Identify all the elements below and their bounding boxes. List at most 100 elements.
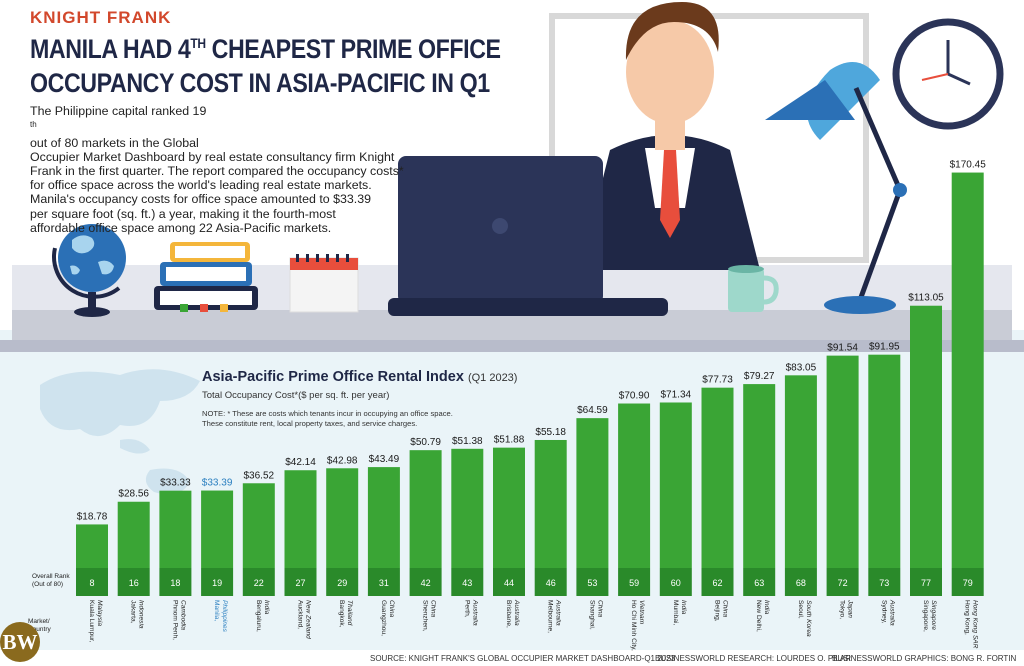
rank-block [534, 568, 567, 596]
intro-line: affordable office space among 22 Asia-Pa… [30, 220, 332, 235]
rank-label: 59 [629, 578, 639, 588]
bar-value-label: $77.73 [702, 375, 733, 386]
category-city-label: Singapore, [922, 600, 929, 632]
bar-value-label: $50.79 [410, 437, 441, 448]
category-country-label: Australia [471, 599, 478, 626]
intro-line: Frank in the first quarter. The report c… [30, 163, 404, 178]
rank-block [159, 568, 192, 596]
intro-line: per square foot (sq. ft.) a year, making… [30, 206, 336, 221]
intro-line: Manila's occupancy costs for office spac… [30, 192, 372, 207]
chart-note: NOTE: * These are costs which tenants in… [202, 409, 453, 428]
category-country-label: Australia [555, 599, 562, 626]
bar-value-label: $83.05 [786, 362, 817, 373]
rank-label: 77 [921, 578, 931, 588]
source-credit: SOURCE: KNIGHT FRANK'S GLOBAL OCCUPIER M… [370, 654, 676, 663]
rank-label: 16 [129, 578, 139, 588]
category-country-label: Australia [513, 599, 520, 626]
headline-text-b: CHEAPEST PRIME OFFICE [205, 34, 501, 64]
rank-label: 22 [254, 578, 264, 588]
bar [76, 524, 108, 568]
intro-line: Occupier Market Dashboard by real estate… [30, 149, 395, 164]
bar-value-label: $51.88 [494, 435, 525, 446]
category-country-label: Singapore [930, 600, 937, 630]
rank-label: 79 [963, 578, 973, 588]
bar-value-label: $170.45 [950, 160, 987, 171]
rank-block [493, 568, 525, 596]
bar-value-label: $70.90 [619, 391, 650, 402]
rank-label: 42 [421, 578, 431, 588]
category-country-label: Philippines [221, 600, 228, 633]
category-city-label: Auckland, [297, 600, 304, 629]
rank-block [868, 568, 901, 596]
category-city-label: Shenzhen, [422, 600, 429, 632]
category-country-label: Thailand [346, 600, 353, 626]
bar-value-label: $43.49 [369, 454, 400, 465]
country-label-line: Country [28, 626, 51, 633]
bar [659, 402, 692, 568]
bar [534, 439, 567, 568]
rank-block [284, 568, 317, 596]
bar-value-label: $91.95 [869, 342, 900, 353]
category-city-label: New Delhi, [755, 600, 762, 632]
rank-label: 27 [295, 578, 305, 588]
rank-block [76, 568, 108, 596]
research-credit: BUSINESSWORLD RESEARCH: LOURDES O. PILAR [655, 654, 852, 663]
category-city-label: Bangkok, [338, 600, 345, 628]
laptop-icon [388, 156, 668, 316]
rank-row-label: Overall Rank (Out of 80) [32, 573, 70, 589]
rank-block [201, 568, 234, 596]
kicker-label: KNIGHT FRANK [30, 8, 172, 27]
rank-block [409, 568, 442, 596]
category-city-label: Kuala Lumpur, [88, 600, 95, 643]
intro-paragraph: The Philippine capital ranked 19 th out o… [30, 104, 410, 235]
bar [951, 172, 984, 568]
category-city-label: Tokyo, [839, 600, 846, 619]
rank-label: 46 [546, 578, 556, 588]
bar-value-label: $71.34 [661, 389, 692, 400]
category-city-label: Melbourne, [547, 600, 554, 633]
bar-value-label: $91.54 [827, 343, 858, 354]
rank-label: 18 [170, 578, 180, 588]
bar [910, 305, 942, 568]
rank-block [242, 568, 275, 596]
headline-line-1: MANILA HAD 4TH CHEAPEST PRIME OFFICE [30, 34, 501, 65]
category-city-label: Mumbai, [672, 600, 679, 625]
category-country-label: China [596, 600, 603, 618]
bar [826, 355, 859, 568]
rank-block [784, 568, 817, 596]
coffee-mug-icon [728, 265, 779, 312]
bar-value-label: $55.18 [535, 427, 566, 438]
category-country-label: New Zealand [305, 600, 312, 639]
category-city-label: Bengaluru, [255, 600, 262, 632]
bar [201, 490, 234, 568]
bar-value-label: $64.59 [577, 405, 608, 416]
footer-credits: SOURCE: KNIGHT FRANK'S GLOBAL OCCUPIER M… [0, 652, 1024, 666]
bar-value-label: $33.33 [160, 478, 191, 489]
bar [367, 467, 400, 568]
bar [701, 387, 734, 568]
intro-text: The Philippine capital ranked 19 [30, 104, 207, 118]
category-country-label: Australia [888, 599, 895, 626]
bar [493, 447, 525, 568]
bar [242, 483, 275, 568]
category-country-label: China [388, 600, 395, 618]
bar-value-label: $51.38 [452, 436, 483, 447]
category-city-label: Sydney, [880, 600, 887, 624]
category-country-label: Cambodia [179, 600, 186, 630]
desk-lamp-icon [765, 62, 907, 314]
intro-superscript: th [30, 120, 37, 130]
bar [326, 468, 359, 568]
headline-line-2: OCCUPANCY COST IN ASIA-PACIFIC IN Q1 [30, 68, 490, 98]
chart-title: Asia-Pacific Prime Office Rental Index (… [202, 369, 517, 385]
intro-line: for office space across the world's lead… [30, 178, 372, 193]
bar-value-label: $42.14 [285, 457, 316, 468]
bar [743, 384, 776, 568]
category-country-label: Indonesia [138, 600, 145, 629]
rank-label: 43 [462, 578, 472, 588]
category-country-label: South Korea [805, 600, 812, 637]
category-city-label: Shanghai, [588, 600, 595, 630]
category-country-label: Japan [847, 599, 854, 618]
rank-block [701, 568, 734, 596]
category-country-label: Vietnam [638, 600, 645, 625]
wall-clock-icon [892, 18, 1004, 130]
